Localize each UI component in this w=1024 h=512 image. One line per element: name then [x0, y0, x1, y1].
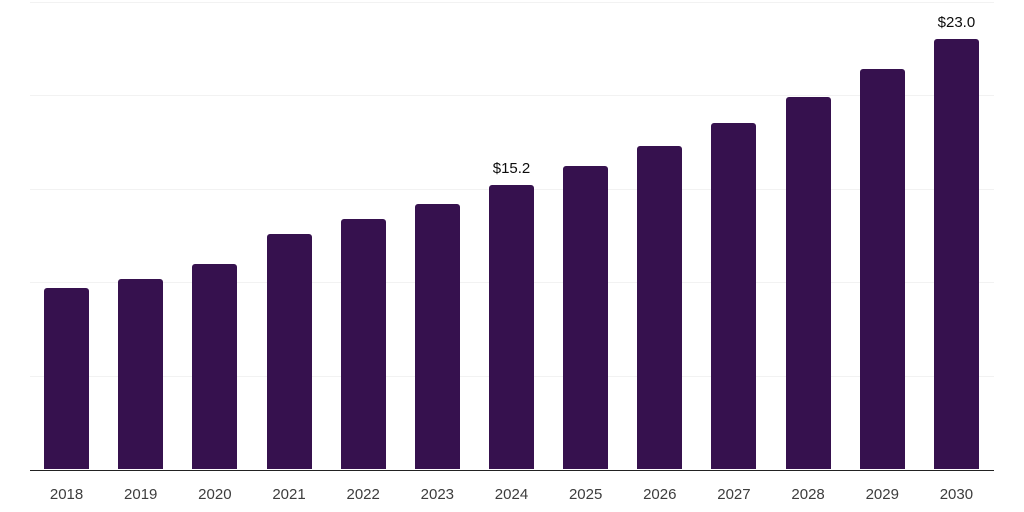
- bar-2018: [44, 287, 90, 470]
- bar-2025: [563, 166, 609, 470]
- x-tick-label-2021: 2021: [272, 486, 306, 503]
- x-tick-label-2018: 2018: [49, 486, 84, 503]
- bar-2029: [859, 68, 905, 470]
- bar-2028: [785, 96, 831, 470]
- x-tick-label-2025: 2025: [568, 486, 603, 503]
- data-label-2024: $15.2: [492, 159, 531, 177]
- x-tick-label-2020: 2020: [198, 486, 232, 503]
- bar-2020: [192, 263, 238, 470]
- bar-2021: [266, 233, 312, 470]
- x-axis-line: [29, 469, 994, 471]
- x-tick-label-2026: 2026: [643, 486, 677, 503]
- x-tick-label-2023: 2023: [420, 486, 455, 503]
- bar-2023: [414, 203, 460, 470]
- bar-2026: [637, 145, 683, 470]
- bar-2030: [933, 38, 979, 470]
- x-tick-label-2030: 2030: [939, 486, 974, 503]
- x-tick-label-2027: 2027: [717, 486, 751, 503]
- data-label-2030: $23.0: [937, 13, 976, 31]
- bar-2022: [340, 218, 386, 470]
- x-tick-label-2024: 2024: [494, 486, 529, 503]
- x-tick-label-2029: 2029: [865, 486, 899, 503]
- x-tick-label-2019: 2019: [124, 486, 158, 503]
- gridline-25: [29, 1, 994, 3]
- gridline-20: [29, 95, 994, 97]
- bar-2019: [118, 278, 164, 470]
- bar-2027: [711, 123, 757, 470]
- x-tick-label-2028: 2028: [791, 486, 825, 503]
- bar-2024: [489, 184, 534, 470]
- x-tick-label-2022: 2022: [346, 486, 380, 503]
